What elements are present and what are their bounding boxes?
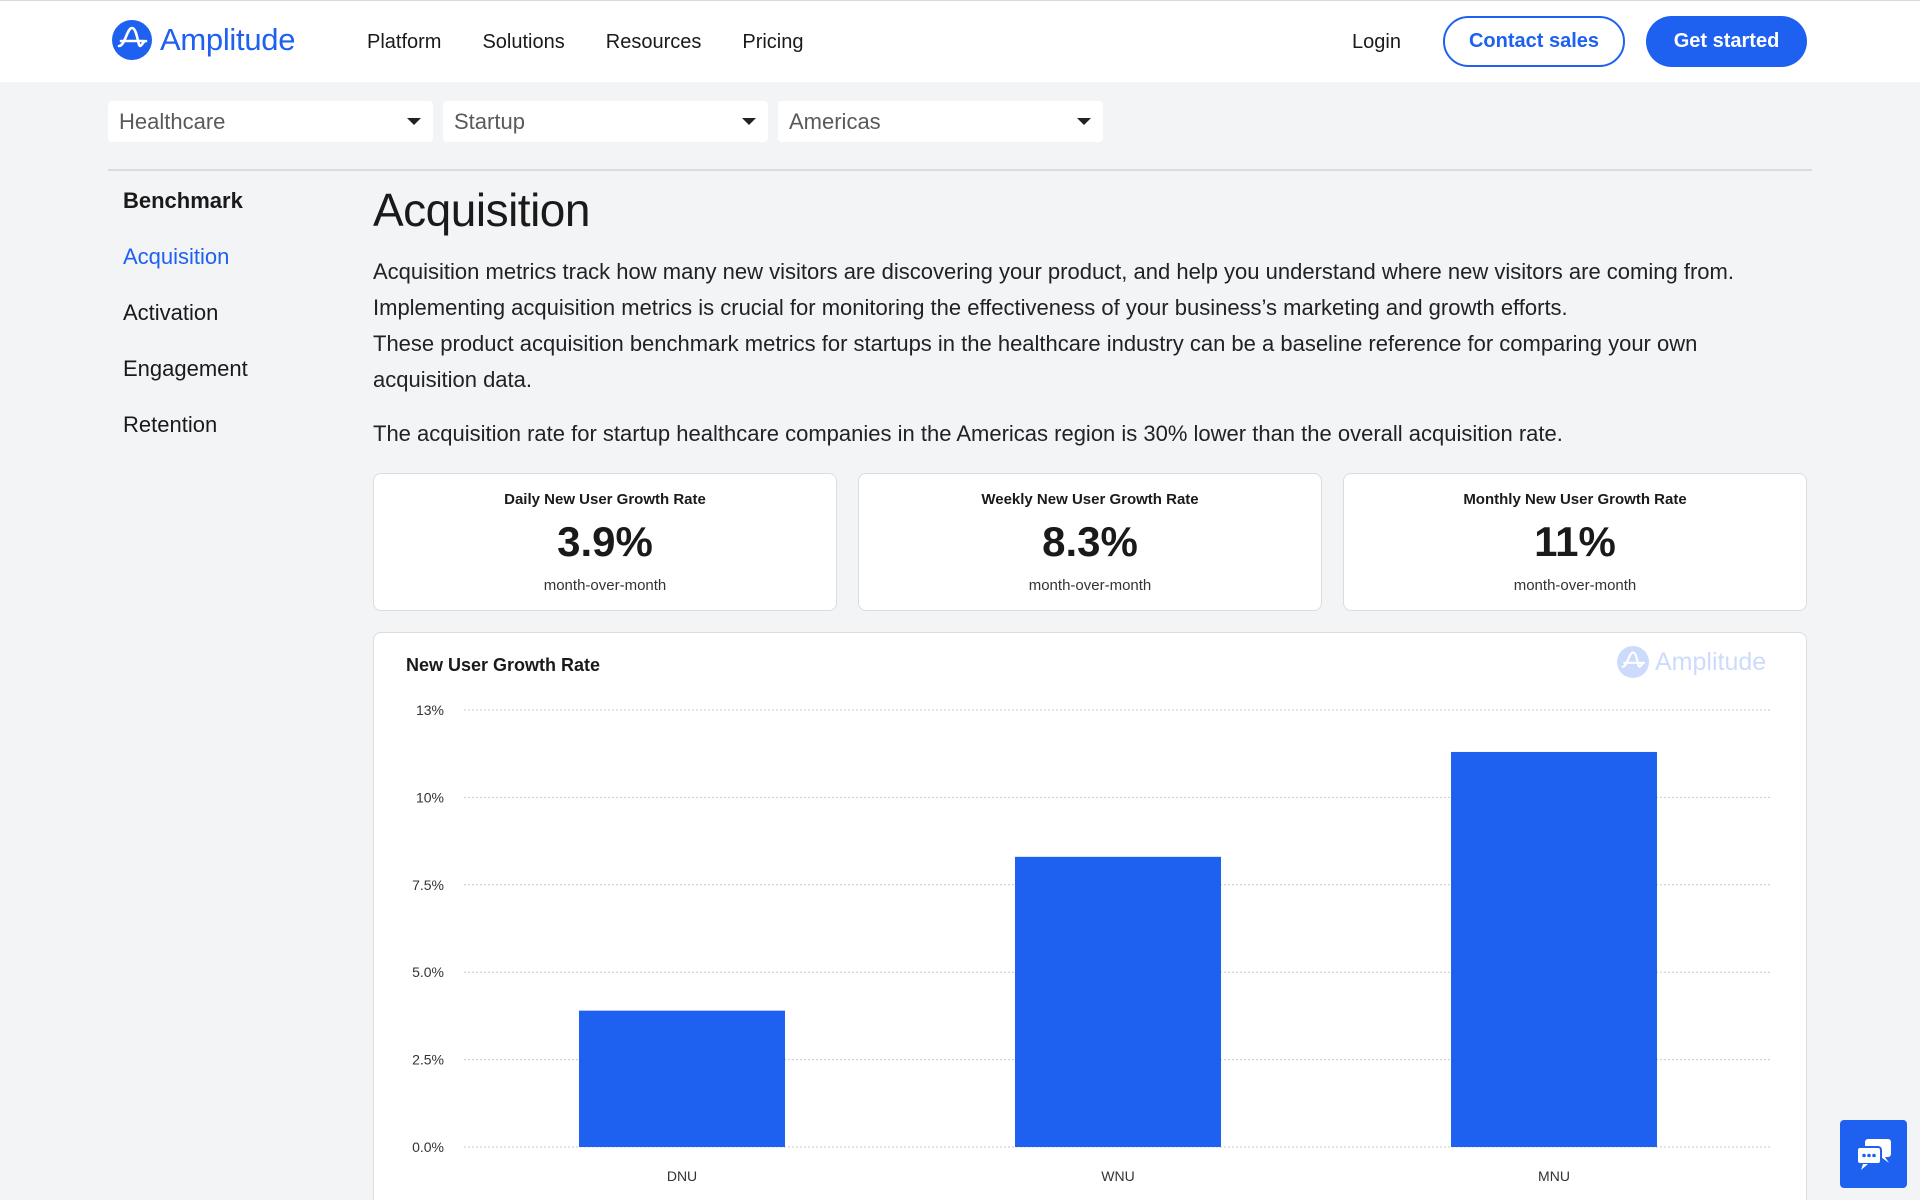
bar-dnu bbox=[579, 1010, 785, 1147]
page-title: Acquisition bbox=[373, 184, 590, 236]
nav-solutions[interactable]: Solutions bbox=[482, 31, 565, 53]
chevron-down-icon bbox=[742, 118, 756, 125]
contact-sales-button[interactable]: Contact sales bbox=[1443, 16, 1625, 67]
stat-card-daily: Daily New User Growth Rate 3.9% month-ov… bbox=[373, 473, 837, 611]
y-tick-label: 13% bbox=[416, 702, 444, 718]
x-tick-label: WNU bbox=[1101, 1168, 1134, 1184]
company-size-select[interactable]: Startup bbox=[443, 101, 768, 142]
watermark-text: Amplitude bbox=[1655, 647, 1767, 676]
stat-value: 3.9% bbox=[557, 518, 653, 565]
stat-value: 11% bbox=[1534, 518, 1616, 565]
chat-icon bbox=[1855, 1139, 1891, 1170]
chat-button[interactable] bbox=[1840, 1120, 1907, 1188]
get-started-button[interactable]: Get started bbox=[1646, 16, 1807, 67]
x-tick-label: DNU bbox=[667, 1168, 697, 1184]
y-tick-label: 5.0% bbox=[412, 964, 444, 980]
stat-subtitle: month-over-month bbox=[543, 577, 667, 594]
bar-wnu bbox=[1015, 856, 1221, 1147]
sidebar-item-activation[interactable]: Activation bbox=[123, 300, 219, 325]
nav-pricing[interactable]: Pricing bbox=[742, 31, 804, 53]
intro-paragraph: Acquisition metrics track how many new v… bbox=[373, 254, 1813, 398]
stat-label: Daily New User Growth Rate bbox=[504, 491, 706, 508]
stat-subtitle: month-over-month bbox=[1028, 577, 1152, 594]
main-nav: Platform Solutions Resources Pricing bbox=[367, 31, 845, 54]
summary-paragraph: The acquisition rate for startup healthc… bbox=[373, 421, 1563, 446]
x-tick-label: MNU bbox=[1538, 1168, 1570, 1184]
bar-mnu bbox=[1451, 751, 1657, 1147]
login-link[interactable]: Login bbox=[1352, 31, 1401, 53]
sidebar-item-retention[interactable]: Retention bbox=[123, 412, 218, 437]
y-tick-label: 7.5% bbox=[412, 877, 444, 893]
sidebar-item-engagement[interactable]: Engagement bbox=[123, 356, 248, 381]
company-size-select-value: Startup bbox=[454, 108, 525, 134]
region-select[interactable]: Americas bbox=[778, 101, 1103, 142]
amplitude-logo-icon bbox=[112, 20, 152, 60]
logo-text: Amplitude bbox=[160, 22, 296, 57]
amplitude-watermark: Amplitude bbox=[1617, 646, 1766, 678]
chevron-down-icon bbox=[407, 118, 421, 125]
stat-label: Weekly New User Growth Rate bbox=[981, 491, 1199, 508]
chart-card: 0.0% 2.5% 5.0% 7.5% 10% 13% DNU WNU MNU New User… bbox=[373, 632, 1807, 1200]
stat-value: 8.3% bbox=[1042, 518, 1138, 565]
stat-card-weekly: Weekly New User Growth Rate 8.3% month-o… bbox=[858, 473, 1322, 611]
amplitude-logo[interactable]: Amplitude bbox=[112, 20, 295, 60]
nav-resources[interactable]: Resources bbox=[605, 31, 702, 53]
sidebar-title: Benchmark bbox=[123, 188, 243, 213]
amplitude-logo-icon bbox=[1617, 646, 1649, 678]
y-tick-label: 10% bbox=[416, 789, 444, 805]
y-tick-label: 0.0% bbox=[412, 1139, 444, 1155]
intro-line: Acquisition metrics track how many new v… bbox=[373, 259, 1734, 284]
intro-line: acquisition data. bbox=[373, 367, 532, 392]
bar-chart: 0.0% 2.5% 5.0% 7.5% 10% 13% DNU WNU MNU bbox=[412, 702, 1772, 1184]
top-navigation-bar: Amplitude Platform Solutions Resources P… bbox=[0, 0, 1920, 82]
sidebar-item-acquisition[interactable]: Acquisition bbox=[123, 244, 230, 269]
stat-subtitle: month-over-month bbox=[1513, 577, 1637, 594]
industry-select-value: Healthcare bbox=[119, 108, 226, 134]
stat-card-monthly: Monthly New User Growth Rate 11% month-o… bbox=[1343, 473, 1807, 611]
chevron-down-icon bbox=[1077, 118, 1091, 125]
y-tick-label: 2.5% bbox=[412, 1052, 444, 1068]
region-select-value: Americas bbox=[789, 108, 881, 134]
nav-platform[interactable]: Platform bbox=[367, 31, 442, 53]
intro-line: These product acquisition benchmark metr… bbox=[373, 331, 1698, 356]
industry-select[interactable]: Healthcare bbox=[108, 101, 433, 142]
section-divider bbox=[108, 169, 1812, 171]
stat-label: Monthly New User Growth Rate bbox=[1463, 491, 1687, 508]
chart-title: New User Growth Rate bbox=[406, 655, 601, 675]
intro-line: Implementing acquisition metrics is cruc… bbox=[373, 295, 1568, 320]
